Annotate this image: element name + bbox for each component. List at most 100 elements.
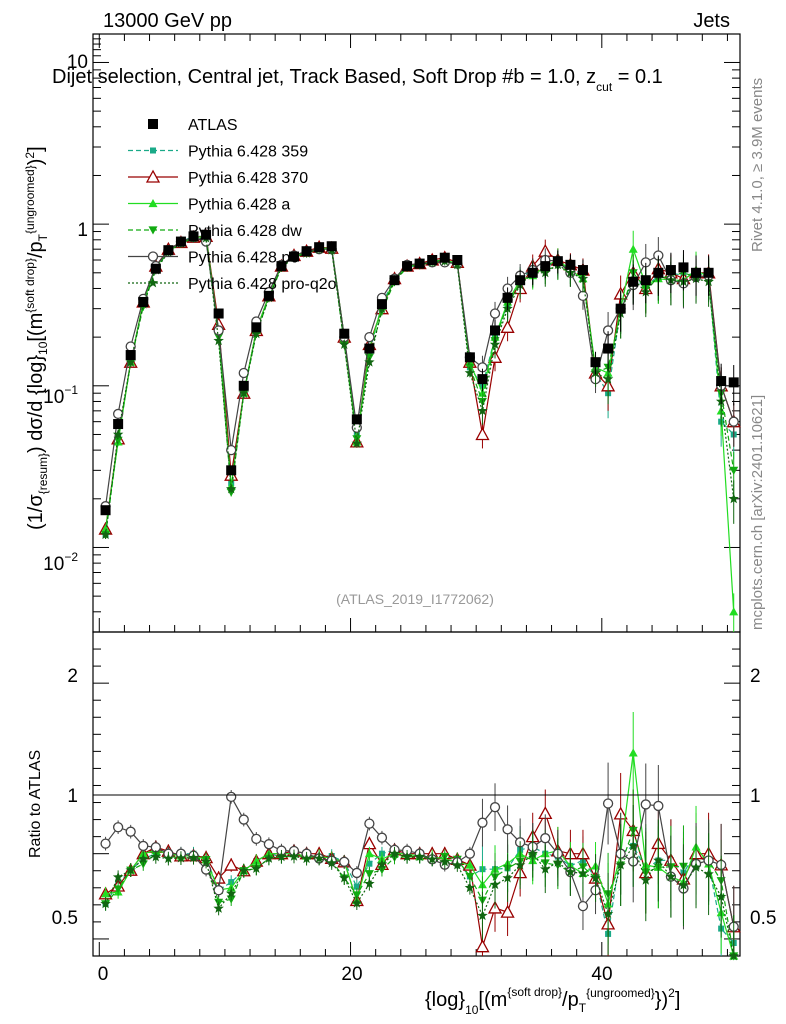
main-y-axis-label: (1/σ{resum}) dσ/d {log}10[(m{soft drop}/… xyxy=(23,146,50,530)
data-point-atlas xyxy=(427,255,438,266)
data-point-atlas xyxy=(226,465,237,476)
header-right: Jets xyxy=(693,10,730,32)
ratio-point-pythia-6-428-pro-q2o xyxy=(112,871,124,882)
ratio-point-pythia-6-428-pro-q2o xyxy=(339,872,350,883)
ratio-point-pythia-6-428-p0 xyxy=(477,817,488,828)
ratio-point-pythia-6-428-pro-q2o xyxy=(452,859,463,870)
ratio-line-pythia-6-428-pro-q2o xyxy=(105,844,735,957)
ratio-point-pythia-6-428-dw xyxy=(465,872,475,881)
data-point-atlas xyxy=(464,352,475,363)
ratio-point-pythia-6-428-pro-q2o xyxy=(100,898,111,909)
data-point-atlas xyxy=(452,255,463,266)
legend-label: Pythia 6.428 a xyxy=(188,197,290,214)
data-point-atlas xyxy=(552,256,563,267)
ratio-tick-right-0-5: 0.5 xyxy=(750,908,776,929)
ratio-point-pythia-6-428-pro-q2o xyxy=(351,897,363,908)
ratio-point-pythia-6-428-pro-q2o xyxy=(715,891,727,902)
ratio-point-pythia-6-428-pro-q2o xyxy=(175,852,187,863)
ratio-tick-right-2: 2 xyxy=(750,666,761,687)
series-line-pythia-6-428-pro-q2o xyxy=(105,237,735,535)
data-point-pythia-6-428-370 xyxy=(500,319,515,333)
ratio-point-pythia-6-428-pro-q2o xyxy=(288,850,300,861)
data-point-atlas xyxy=(414,258,425,269)
ratio-point-pythia-6-428-pro-q2o xyxy=(728,950,739,961)
ratio-point-pythia-6-428-p0 xyxy=(226,791,237,802)
ratio-point-pythia-6-428-359 xyxy=(366,860,373,867)
data-point-atlas xyxy=(125,350,136,361)
x-tick-label-40: 40 xyxy=(591,964,612,985)
data-point-pythia-6-428-pro-q2o xyxy=(364,356,375,367)
ratio-point-pythia-6-428-p0 xyxy=(540,833,551,844)
y-tick-label-0-1-exp: −1 xyxy=(64,383,78,397)
ratio-series-6 xyxy=(100,805,739,961)
legend-item: Pythia 6.428 dw xyxy=(128,223,302,240)
rivet-label: Rivet 4.1.0, ≥ 3.9M events xyxy=(749,78,766,252)
ratio-point-pythia-6-428-p0 xyxy=(464,848,476,859)
ratio-point-pythia-6-428-370 xyxy=(211,870,226,884)
ratio-point-pythia-6-428-p0 xyxy=(238,814,249,825)
data-point-pythia-6-428-359 xyxy=(353,431,360,438)
legend-item: Pythia 6.428 359 xyxy=(128,144,308,161)
data-point-atlas xyxy=(364,343,375,354)
x-tick-label-0: 0 xyxy=(98,964,109,985)
data-point-atlas xyxy=(263,290,274,301)
ratio-y-axis-label: Ratio to ATLAS xyxy=(27,750,44,858)
data-point-atlas xyxy=(603,343,614,354)
ratio-point-pythia-6-428-p0 xyxy=(263,839,275,850)
data-point-atlas xyxy=(188,231,199,242)
ratio-point-pythia-6-428-p0 xyxy=(640,799,651,810)
data-point-atlas xyxy=(515,275,526,286)
ratio-point-pythia-6-428-pro-q2o xyxy=(150,851,161,862)
ratio-point-pythia-6-428-p0 xyxy=(577,901,589,912)
data-point-atlas xyxy=(728,377,739,388)
series-layer xyxy=(98,229,741,632)
ratio-point-pythia-6-428-p0 xyxy=(112,822,124,833)
ratio-series-3 xyxy=(101,711,739,960)
data-point-pythia-6-428-p0 xyxy=(226,444,237,456)
ratio-tick-left-2: 2 xyxy=(67,666,78,687)
data-point-pythia-6-428-pro-q2o xyxy=(477,405,488,416)
ratio-point-pythia-6-428-p0 xyxy=(125,826,136,837)
legend-item: Pythia 6.428 p0 xyxy=(128,250,299,267)
data-point-pythia-6-428-p0 xyxy=(351,422,362,433)
ratio-point-pythia-6-428-pro-q2o xyxy=(653,855,664,865)
data-point-atlas xyxy=(502,292,513,303)
ratio-tick-left-1: 1 xyxy=(67,786,78,807)
reference-label: (ATLAS_2019_I1772062) xyxy=(336,591,494,607)
data-point-atlas xyxy=(175,236,186,247)
data-point-pythia-6-428-pro-q2o xyxy=(351,437,363,448)
y-tick-label-1: 1 xyxy=(77,220,88,241)
data-point-pythia-6-428-p0 xyxy=(125,341,136,352)
ratio-point-pythia-6-428-dw xyxy=(364,870,374,879)
y-tick-label-0-01-exp: −2 xyxy=(64,550,78,564)
data-point-pythia-6-428-p0 xyxy=(364,331,375,343)
data-point-atlas xyxy=(665,265,676,276)
data-point-atlas xyxy=(716,376,727,387)
y-tick-label-10: 10 xyxy=(67,52,88,73)
series-0 xyxy=(100,229,739,516)
ratio-point-pythia-6-428-p0 xyxy=(502,824,513,835)
legend-marker xyxy=(148,119,158,129)
ratio-point-pythia-6-428-pro-q2o xyxy=(200,856,212,867)
plot-title-main: Dijet selection, Central jet, Track Base… xyxy=(52,66,596,88)
ratio-tick-left-0-5: 0.5 xyxy=(52,908,78,929)
data-point-atlas xyxy=(376,299,387,310)
ratio-point-pythia-6-428-pro-q2o xyxy=(226,888,237,898)
ratio-point-pythia-6-428-pro-q2o xyxy=(640,874,651,885)
data-point-atlas xyxy=(653,267,664,278)
data-point-pythia-6-428-pro-q2o xyxy=(226,483,237,494)
data-point-atlas xyxy=(150,263,161,274)
ratio-point-pythia-6-428-pro-q2o xyxy=(364,878,375,889)
data-point-atlas xyxy=(301,246,312,257)
data-point-atlas xyxy=(100,505,111,516)
ratio-point-pythia-6-428-a xyxy=(251,856,261,865)
legend-label: ATLAS xyxy=(188,117,238,134)
ratio-point-pythia-6-428-p0 xyxy=(213,885,224,896)
ratio-point-pythia-6-428-pro-q2o xyxy=(163,853,174,864)
plot-title: Dijet selection, Central jet, Track Base… xyxy=(52,66,663,94)
data-point-pythia-6-428-a xyxy=(729,607,739,616)
data-point-atlas xyxy=(314,242,325,253)
data-point-atlas xyxy=(389,275,400,286)
ratio-point-pythia-6-428-p0 xyxy=(489,802,501,813)
